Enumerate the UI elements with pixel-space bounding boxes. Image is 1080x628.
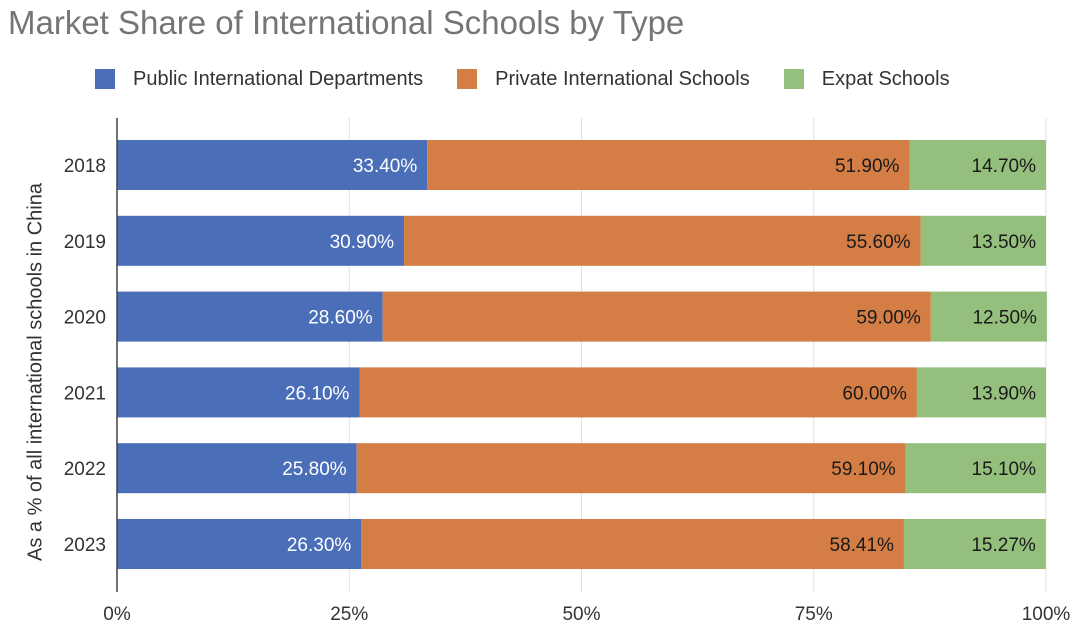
y-tick-label: 2018: [64, 156, 106, 177]
bar-2022-series-1: [356, 443, 906, 494]
bar-2018-series-0: [117, 140, 428, 190]
x-tick-label: 0%: [103, 604, 131, 625]
data-label: 14.70%: [972, 156, 1037, 177]
data-label: 33.40%: [353, 156, 418, 177]
data-label: 15.27%: [971, 535, 1036, 556]
bar-2022-series-0: [117, 443, 357, 494]
data-label: 28.60%: [308, 308, 373, 329]
data-label: 55.60%: [846, 232, 911, 253]
bar-2020-series-2: [930, 291, 1047, 342]
data-label: 30.90%: [330, 232, 395, 253]
bar-2021-series-1: [359, 367, 917, 418]
data-label: 12.50%: [972, 308, 1037, 329]
legend-item-expat[interactable]: Expat Schools: [783, 67, 950, 91]
legend-label-private: Private International Schools: [495, 67, 750, 90]
legend-swatch-expat: [783, 69, 804, 89]
legend-swatch-private: [457, 69, 478, 89]
data-label: 58.41%: [830, 535, 895, 556]
y-tick-label: 2021: [64, 383, 106, 404]
chart-title: Market Share of International Schools by…: [8, 4, 685, 41]
legend-swatch-public: [95, 69, 115, 89]
legend: Public International Departments Private…: [95, 66, 984, 92]
x-tick-label: 25%: [330, 604, 368, 625]
bar-2019-series-1: [404, 215, 921, 266]
bar-2023-series-2: [903, 519, 1046, 569]
y-tick-label: 2023: [64, 535, 106, 556]
data-label: 26.30%: [287, 535, 352, 556]
legend-item-public[interactable]: Public International Departments: [95, 68, 423, 91]
y-tick-label: 2019: [64, 232, 106, 253]
x-tick-label: 75%: [795, 604, 833, 625]
bar-2021-series-2: [916, 367, 1046, 418]
data-label: 25.80%: [282, 459, 347, 480]
data-label: 15.10%: [972, 459, 1037, 480]
x-tick-label: 100%: [1022, 604, 1071, 625]
y-tick-label: 2022: [64, 459, 106, 480]
bar-2018-series-2: [909, 140, 1046, 190]
data-label: 60.00%: [842, 383, 907, 404]
y-tick-label: 2020: [64, 308, 106, 329]
data-label: 59.10%: [831, 459, 896, 480]
bar-2018-series-1: [427, 140, 910, 190]
legend-item-private[interactable]: Private International Schools: [457, 68, 750, 91]
data-label: 13.50%: [972, 232, 1037, 253]
legend-label-expat: Expat Schools: [821, 67, 950, 90]
bar-2022-series-2: [905, 443, 1046, 494]
bar-2020-series-0: [117, 291, 383, 342]
bar-2021-series-0: [117, 367, 360, 418]
bar-2023-series-1: [361, 519, 904, 569]
x-tick-label: 50%: [562, 604, 600, 625]
bar-2019-series-2: [920, 215, 1046, 266]
data-label: 13.90%: [972, 383, 1037, 404]
data-label: 26.10%: [285, 383, 350, 404]
data-label: 51.90%: [835, 156, 900, 177]
data-label: 59.00%: [856, 308, 921, 329]
legend-label-public: Public International Departments: [133, 67, 424, 90]
bar-2023-series-0: [117, 519, 362, 569]
bar-2020-series-1: [382, 291, 931, 342]
bar-2019-series-0: [117, 215, 405, 266]
